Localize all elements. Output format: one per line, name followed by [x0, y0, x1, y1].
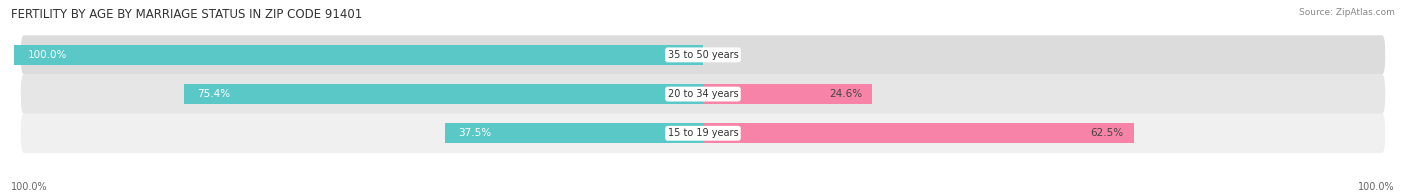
Bar [184, 84, 703, 104]
Bar [444, 123, 703, 143]
Text: 75.4%: 75.4% [197, 89, 231, 99]
Text: 37.5%: 37.5% [458, 128, 492, 138]
Bar [703, 123, 1133, 143]
Bar [14, 45, 703, 65]
FancyBboxPatch shape [21, 114, 1385, 153]
FancyBboxPatch shape [21, 35, 1385, 74]
Text: 0.0%: 0.0% [710, 50, 737, 60]
Text: 24.6%: 24.6% [830, 89, 862, 99]
Text: 100.0%: 100.0% [11, 182, 48, 192]
FancyBboxPatch shape [21, 74, 1385, 114]
Text: 100.0%: 100.0% [1358, 182, 1395, 192]
Bar [703, 84, 873, 104]
Text: 62.5%: 62.5% [1090, 128, 1123, 138]
Text: 35 to 50 years: 35 to 50 years [668, 50, 738, 60]
Text: 20 to 34 years: 20 to 34 years [668, 89, 738, 99]
Text: Source: ZipAtlas.com: Source: ZipAtlas.com [1299, 8, 1395, 17]
Text: 100.0%: 100.0% [28, 50, 67, 60]
Text: FERTILITY BY AGE BY MARRIAGE STATUS IN ZIP CODE 91401: FERTILITY BY AGE BY MARRIAGE STATUS IN Z… [11, 8, 363, 21]
Text: 15 to 19 years: 15 to 19 years [668, 128, 738, 138]
